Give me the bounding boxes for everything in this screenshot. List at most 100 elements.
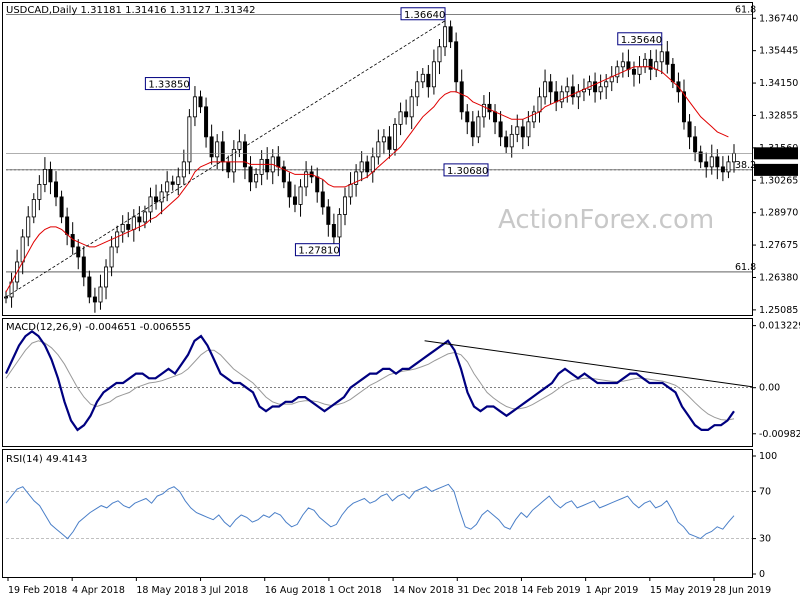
candle-body: [537, 96, 542, 113]
candle-body: [504, 136, 509, 148]
candle-body: [465, 111, 470, 123]
candle-body: [192, 96, 197, 118]
x-axis-label: 1 Oct 2018: [329, 585, 382, 596]
price-axis-label: 1.25085: [759, 305, 798, 316]
candle-body: [70, 234, 75, 248]
price-axis-label: 1.28970: [759, 208, 798, 219]
candle-body: [587, 81, 592, 90]
candle-body: [620, 61, 625, 68]
candle-body: [331, 224, 336, 238]
candle-body: [631, 68, 636, 75]
candle-body: [531, 111, 536, 123]
annotation-box: [400, 7, 446, 21]
macd-title: MACD(12,26,9) -0.004651 -0.006555: [6, 322, 191, 333]
candle-body: [187, 116, 192, 163]
candle-body: [54, 181, 59, 198]
x-axis-label: 3 Jul 2018: [201, 585, 249, 596]
fib-level-label: 38.2: [735, 160, 756, 171]
candle-body: [248, 166, 253, 183]
chart-header: USDCAD,Daily 1.31181 1.31416 1.31127 1.3…: [6, 5, 256, 16]
candle-body: [448, 26, 453, 43]
candle-body: [87, 276, 92, 298]
price-axis-label: 1.34150: [759, 78, 798, 89]
candle-body: [59, 196, 64, 218]
candle-body: [565, 86, 570, 93]
macd-axis-label: 0.013229: [759, 321, 800, 332]
candle-body: [398, 111, 403, 125]
candle-body: [493, 111, 498, 123]
candle-body: [393, 123, 398, 150]
candle-body: [31, 199, 36, 218]
candle-body: [37, 183, 42, 200]
candle-body: [554, 91, 559, 103]
candle-body: [520, 126, 525, 138]
candle-body: [409, 96, 414, 118]
candle-body: [420, 73, 425, 83]
candle-body: [81, 256, 86, 278]
macd-trendline: [424, 340, 753, 388]
candle-body: [181, 161, 186, 178]
annotation-box: [617, 32, 663, 46]
candle-body: [298, 186, 303, 205]
x-axis-label: 31 Dec 2018: [457, 585, 518, 596]
candle-body: [559, 91, 564, 103]
macd-panel-frame: [2, 318, 753, 447]
x-axis-label: 19 Feb 2018: [8, 585, 67, 596]
x-axis-label: 14 Nov 2018: [393, 585, 454, 596]
candle-body: [120, 224, 125, 233]
candle-body: [431, 61, 436, 88]
candle-body: [732, 152, 737, 163]
price-panel-frame: [2, 2, 753, 316]
candle-body: [170, 181, 175, 185]
x-axis-label: 16 Aug 2018: [265, 585, 326, 596]
candle-body: [659, 51, 664, 63]
x-axis-label: 1 Apr 2019: [586, 585, 639, 596]
candle-body: [648, 58, 653, 70]
candle-body: [242, 141, 247, 168]
candle-body: [231, 148, 236, 173]
candle-body: [543, 81, 548, 98]
price-axis-label: 1.36740: [759, 13, 798, 24]
candle-body: [115, 231, 120, 248]
candle-body: [165, 181, 170, 193]
candle-body: [276, 156, 281, 168]
rsi-title: RSI(14) 49.4143: [6, 454, 87, 465]
rsi-axis-label: 70: [759, 486, 771, 497]
candle-body: [20, 236, 25, 263]
candle-body: [337, 214, 342, 238]
candle-body: [126, 224, 131, 230]
candle-body: [720, 166, 725, 173]
candle-body: [593, 81, 598, 93]
candle-body: [237, 141, 242, 150]
candle-body: [209, 136, 214, 158]
level-axis-box: [754, 163, 798, 176]
price-box-label: 1.31342: [757, 149, 796, 160]
candle-body: [459, 81, 464, 113]
candle-body: [65, 216, 70, 235]
candle-body: [159, 191, 164, 203]
macd-axis-label: 0.00: [759, 383, 780, 394]
candle-body: [365, 161, 370, 173]
candle-body: [42, 168, 47, 185]
candle-body: [320, 191, 325, 208]
candle-body: [481, 103, 486, 118]
candle-body: [154, 196, 159, 203]
candle-body: [626, 61, 631, 70]
candle-body: [498, 121, 503, 138]
candle-body: [326, 206, 331, 225]
macd-layer: [5, 330, 753, 432]
candle-body: [487, 103, 492, 113]
x-axis-label: 15 May 2019: [650, 585, 712, 596]
candle-body: [176, 176, 181, 185]
candle-body: [226, 161, 231, 173]
candle-body: [704, 161, 709, 168]
rsi-line: [5, 483, 735, 540]
candle-body: [265, 158, 270, 173]
candle-body: [709, 156, 714, 168]
rsi-axis-label: 30: [759, 534, 771, 545]
candle-body: [104, 266, 109, 288]
price-axis-label: 1.35445: [759, 46, 798, 57]
candle-body: [476, 116, 481, 138]
candle-body: [292, 196, 297, 205]
candle-body: [570, 86, 575, 98]
